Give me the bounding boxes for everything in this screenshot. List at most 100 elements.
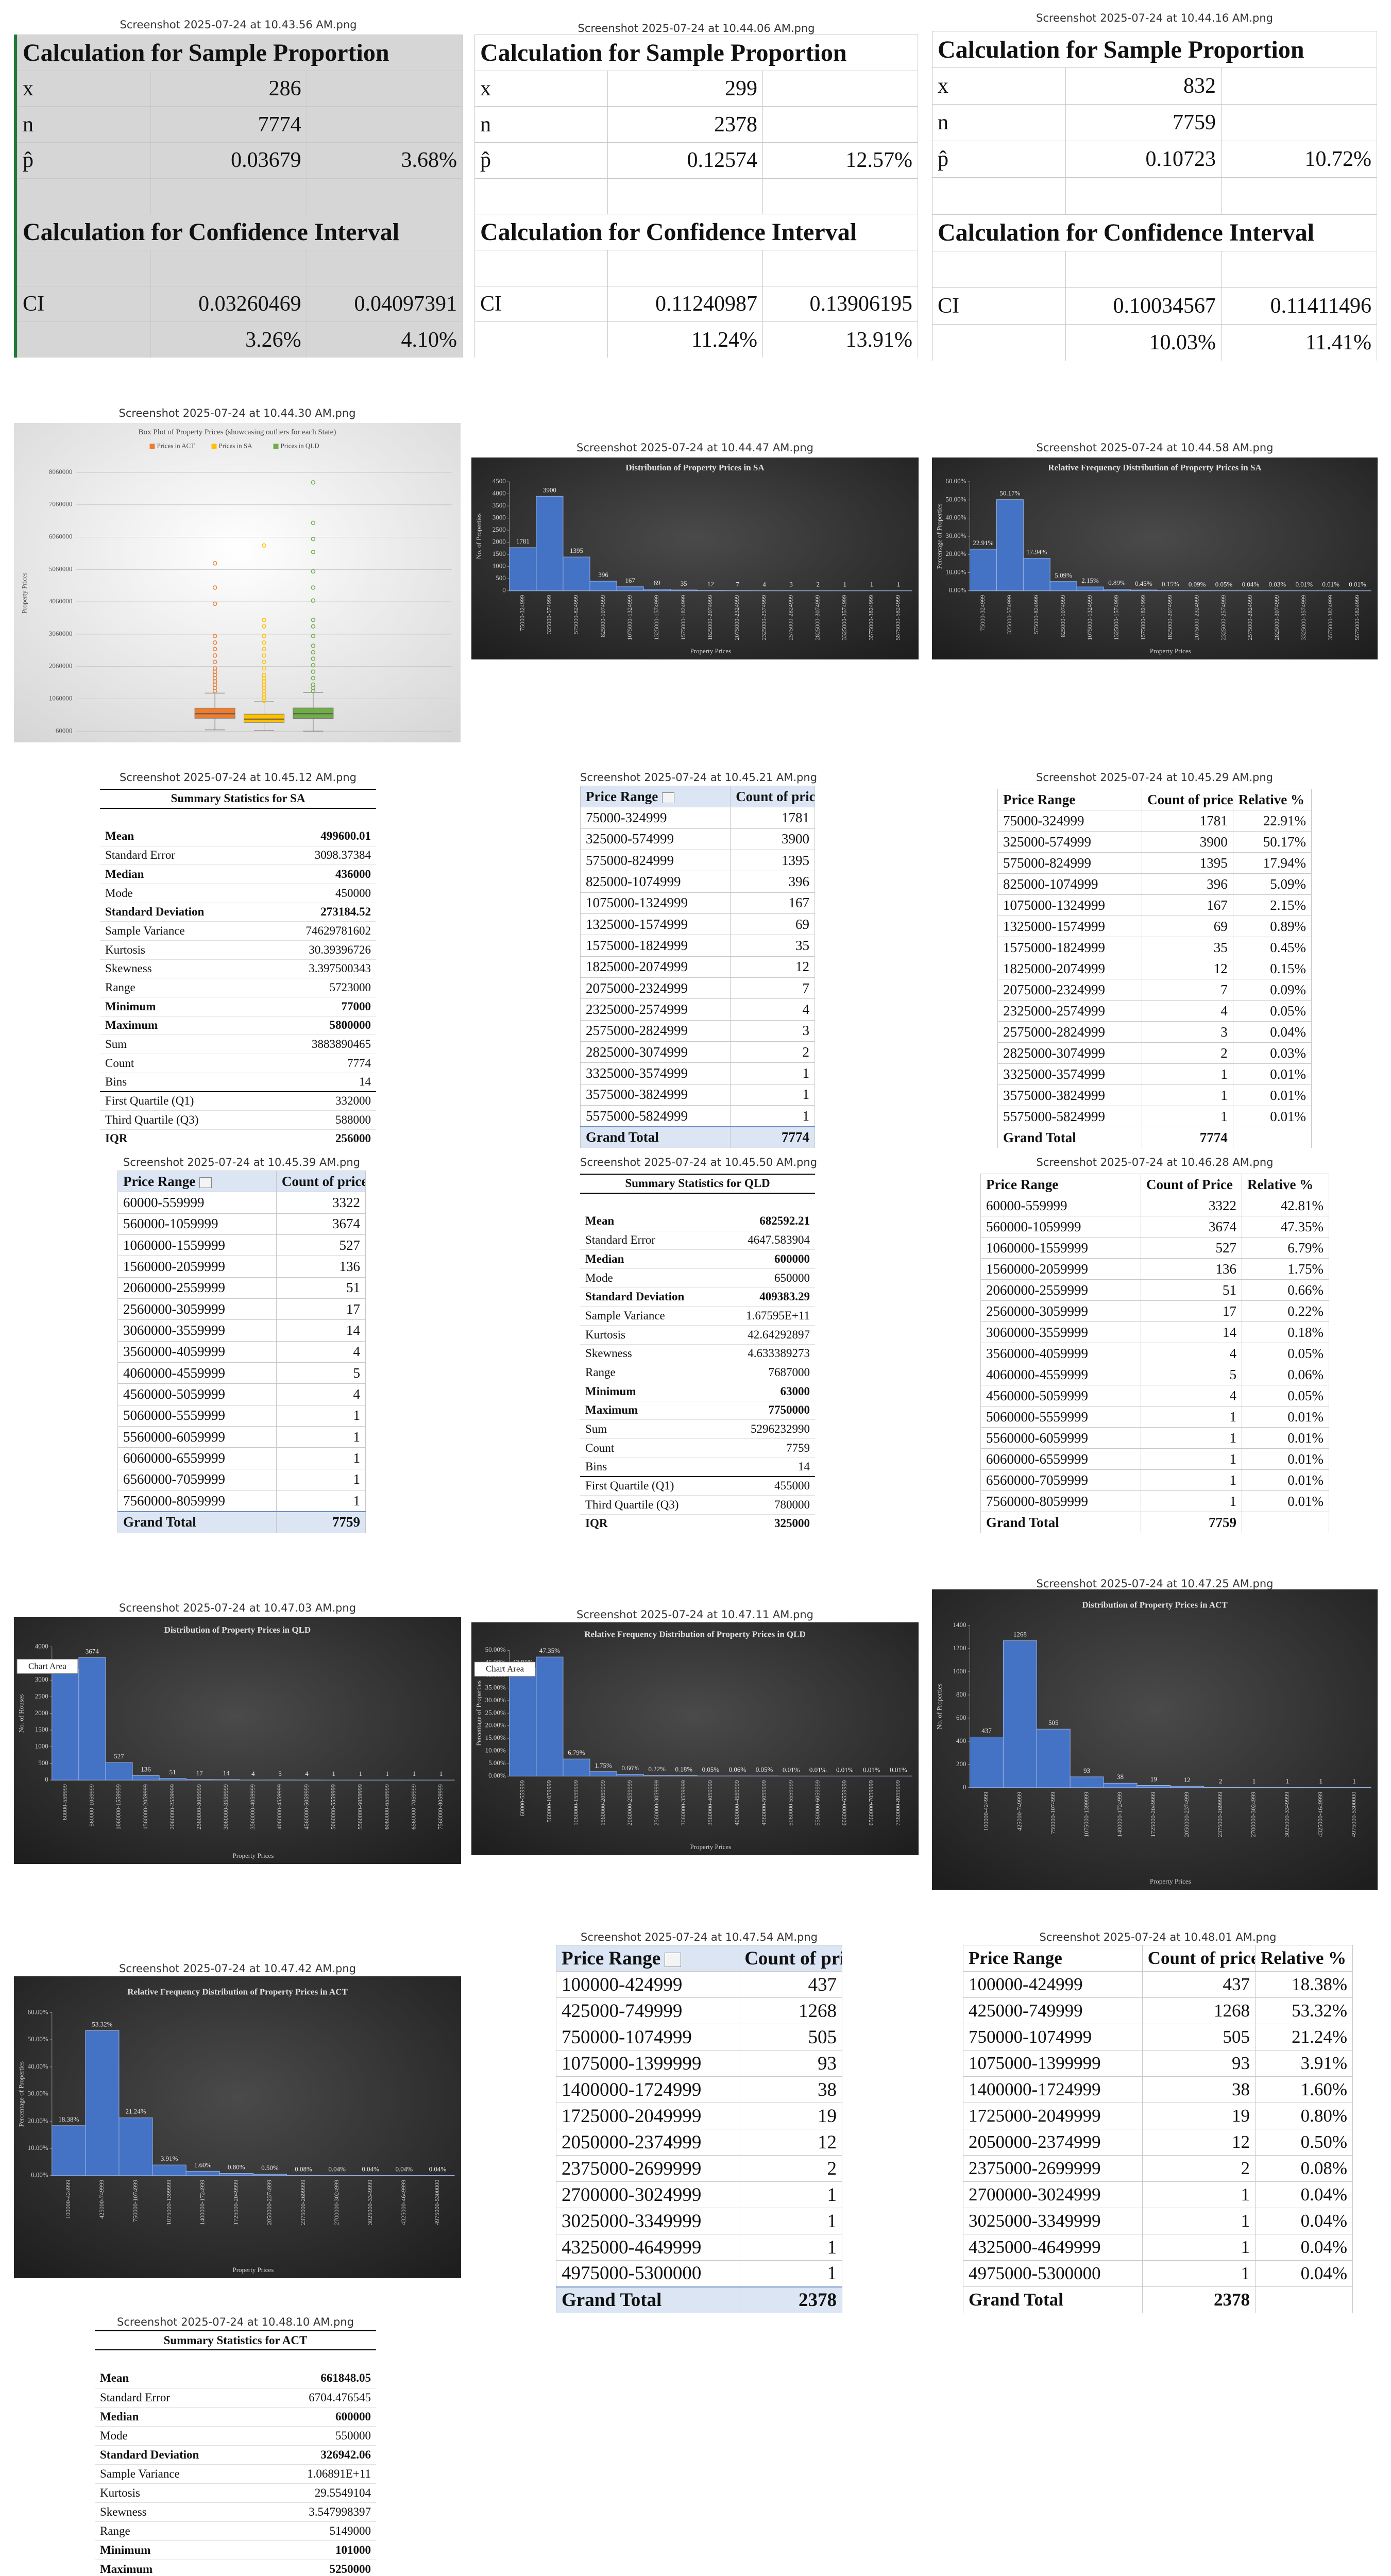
x-tick-label: 2575000-2824999 — [1246, 595, 1253, 640]
table-row: 2575000-2824999 3 — [580, 1020, 815, 1042]
table-row: Standard Deviation 409383.29 — [580, 1287, 815, 1307]
data-label: 17 — [196, 1769, 203, 1777]
stat-label: Maximum — [100, 1016, 260, 1036]
table-row: 60000-559999 3322 — [117, 1192, 366, 1214]
data-label: 0.05% — [702, 1766, 720, 1773]
table-row: Maximum 5250000 — [95, 2560, 376, 2576]
table-row: 2075000-2324999 7 0.09% — [997, 979, 1312, 1001]
title-row: Summary Statistics for ACT — [95, 2330, 376, 2351]
table-row: Mean 682592.21 — [580, 1212, 815, 1231]
table-row: n 7759 — [932, 104, 1377, 142]
x-tick-label: 4060000-4559999 — [733, 1780, 740, 1825]
stat-label: Mean — [580, 1212, 717, 1231]
x-tick-label: 425000-749999 — [1016, 1792, 1023, 1831]
data-label: 5.09% — [1055, 571, 1072, 579]
table-cell: 5.09% — [1232, 873, 1312, 895]
table-cell: 1325000-1574999 — [580, 913, 731, 936]
tooltip-text: Chart Area — [28, 1661, 67, 1671]
x-tick-label: 7560000-8059999 — [894, 1780, 902, 1825]
y-tick-label: 5.00% — [488, 1759, 506, 1767]
table-cell: 3 — [730, 1020, 815, 1042]
data-label: 0.05% — [756, 1766, 773, 1773]
data-label: 0.18% — [675, 1765, 693, 1773]
screenshot-panel: Calculation for Sample Proportion x 299 n 23… — [474, 35, 918, 358]
table-row: Standard Error 6704.476545 — [95, 2388, 376, 2408]
table-cell: 575000-824999 — [997, 852, 1143, 874]
box — [194, 707, 235, 719]
table-cell — [306, 106, 463, 143]
table-cell: 7560000-8059999 — [980, 1490, 1141, 1512]
table-cell: 1 — [276, 1426, 366, 1448]
table-body: Summary Statistics for SA Mean 499600.01 St… — [100, 789, 376, 1148]
table-row: 1825000-2074999 12 0.15% — [997, 958, 1312, 979]
table-row: Sample Variance 1.06891E+11 — [95, 2464, 376, 2484]
table-cell: 437 — [739, 1971, 842, 1998]
outlier — [311, 650, 316, 655]
data-label: 0.01% — [890, 1766, 907, 1773]
total-cell: Grand Total — [963, 2286, 1143, 2313]
table-row: p̂ 0.03679 3.68% — [17, 142, 463, 179]
table-row: 2575000-2824999 3 0.04% — [997, 1021, 1312, 1043]
bar — [589, 581, 617, 591]
x-tick-label: 4060000-4559999 — [276, 1784, 283, 1829]
total-cell: Grand Total — [580, 1126, 731, 1148]
table-cell: 1075000-1399999 — [556, 2050, 740, 2077]
table-cell — [17, 249, 151, 286]
table-cell: 1725000-2049999 — [963, 2103, 1143, 2129]
table-cell: 1 — [739, 2181, 842, 2208]
table-cell: 0.66% — [1241, 1279, 1329, 1301]
x-tick-label: 1075000-1399999 — [165, 2180, 172, 2225]
x-tick-label: 5060000-5559999 — [787, 1780, 794, 1825]
table-row: Calculation for Sample Proportion — [932, 31, 1377, 69]
x-tick-label: 1060000-1559999 — [115, 1784, 122, 1829]
x-tick-label: 2825000-3074999 — [813, 595, 821, 640]
table-cell — [17, 178, 151, 215]
bar — [85, 2030, 120, 2176]
table-cell: 286 — [150, 70, 307, 107]
data-label: 136 — [141, 1765, 151, 1773]
table-cell: 3.68% — [306, 142, 463, 179]
bar — [78, 1657, 106, 1781]
tooltip-box — [474, 1662, 536, 1677]
y-axis-label: Property Prices — [21, 572, 28, 614]
table-row: Kurtosis 42.64292897 — [580, 1325, 815, 1345]
bar — [52, 1669, 79, 1781]
spreadsheet-table: Price Range Count of price 60000-559999 332… — [117, 1171, 366, 1533]
table-cell: 2 — [739, 2155, 842, 2182]
table-cell: 1 — [276, 1468, 366, 1491]
table-row: Minimum 63000 — [580, 1382, 815, 1401]
table-row: IQR 256000 — [100, 1129, 376, 1148]
table-cell — [474, 249, 608, 286]
table-row: Standard Error 4647.583904 — [580, 1231, 815, 1250]
data-label: 0.50% — [261, 2164, 279, 2172]
table-row: Mode 550000 — [95, 2426, 376, 2446]
screenshot-caption: Screenshot 2025-07-24 at 10.48.01 AM.png — [1039, 1931, 1277, 1943]
table-row: 1725000-2049999 19 0.80% — [963, 2103, 1353, 2129]
table-row: 425000-749999 1268 — [556, 1997, 842, 2024]
table-cell: 560000-1059999 — [117, 1213, 277, 1235]
data-label: 50.17% — [999, 489, 1020, 497]
table-row: 750000-1074999 505 21.24% — [963, 2024, 1353, 2050]
table-cell: 1781 — [1142, 810, 1233, 832]
stat-value: 42.64292897 — [716, 1325, 815, 1345]
table-cell — [1220, 250, 1377, 288]
stat-label: First Quartile (Q1) — [580, 1476, 717, 1496]
data-label: 3674 — [86, 1648, 99, 1655]
total-cell: Grand Total — [556, 2286, 740, 2313]
table-row: 1075000-1399999 93 — [556, 2050, 842, 2077]
table-cell: p̂ — [474, 142, 608, 179]
tooltip-box — [16, 1658, 78, 1674]
outlier — [311, 520, 316, 526]
table-cell: 6060000-6559999 — [117, 1447, 277, 1469]
table-cell: 832 — [1065, 67, 1222, 105]
y-tick-label: 60.00% — [945, 477, 966, 485]
data-label: 1 — [332, 1770, 335, 1777]
data-label: 0.09% — [1189, 580, 1206, 588]
table-title: Summary Statistics for SA — [100, 789, 376, 809]
table-cell: 38 — [1142, 2076, 1256, 2103]
table-cell: 7774 — [150, 106, 307, 143]
total-row: Grand Total 7774 — [997, 1127, 1312, 1148]
table-row: Sample Variance 74629781602 — [100, 921, 376, 941]
table-row: 5575000-5824999 1 0.01% — [997, 1106, 1312, 1127]
x-tick-label: 1825000-2074999 — [1166, 595, 1174, 640]
